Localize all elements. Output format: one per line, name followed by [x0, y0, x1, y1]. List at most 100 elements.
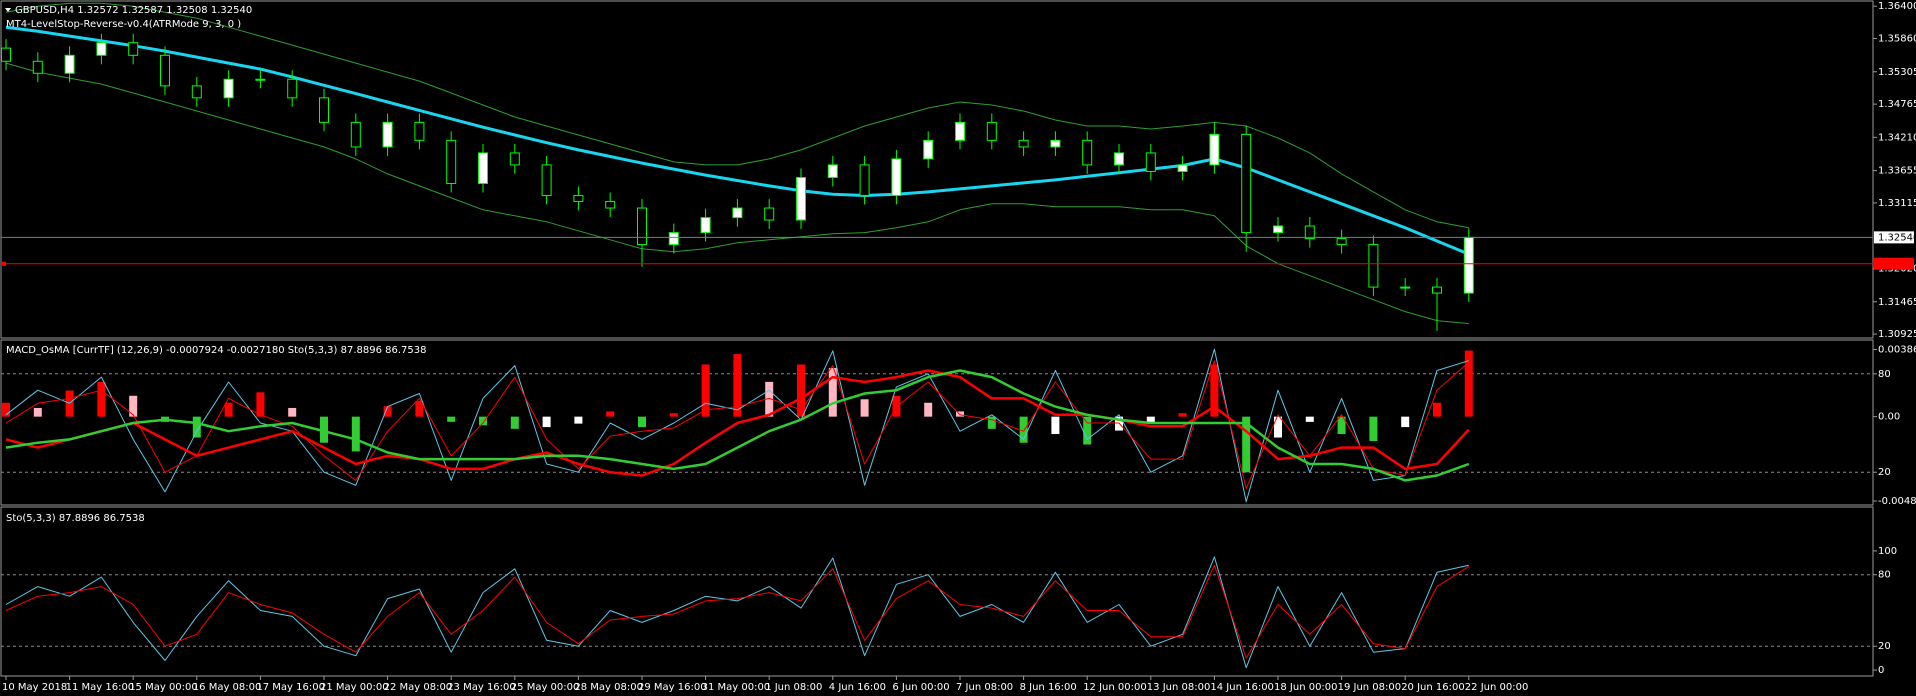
candle-body	[414, 121, 425, 141]
candle-body	[605, 200, 616, 209]
bid-label: 1.32540	[1878, 232, 1916, 243]
candle-body	[1018, 139, 1029, 148]
histogram-bar	[701, 364, 710, 417]
histogram-bar	[224, 402, 233, 417]
overlay-line	[5, 62, 1469, 325]
candle-body	[1273, 225, 1283, 234]
candle-body	[986, 121, 997, 141]
histogram-bar	[192, 416, 201, 438]
signal-line	[5, 369, 1470, 477]
signal-line	[5, 369, 1470, 482]
histogram-bar	[383, 406, 392, 417]
stochastic-line	[5, 564, 1470, 659]
histogram-bar	[129, 395, 138, 417]
histogram-bar	[447, 416, 456, 422]
histogram-bar	[1051, 416, 1060, 435]
y-tick-label: 1.33655	[1878, 166, 1916, 177]
y-tick-label: 1.35305	[1878, 67, 1916, 78]
x-tick-label: 21 May 00:00	[320, 682, 389, 693]
histogram-bar	[1019, 416, 1028, 443]
y-tick-label: 80	[1878, 570, 1891, 581]
x-tick-label: 4 Jun 16:00	[829, 682, 886, 693]
candle-body	[64, 54, 75, 74]
candle-body	[732, 207, 743, 219]
histogram-bar	[510, 416, 519, 429]
y-tick-label: 1.35860	[1878, 34, 1916, 45]
histogram-bar	[733, 354, 742, 417]
histogram-bar	[987, 416, 996, 429]
y-tick-label: 1.31465	[1878, 297, 1916, 308]
histogram-bar	[574, 416, 583, 424]
histogram-bar	[33, 407, 42, 417]
y-tick-label: 0.003862	[1878, 344, 1916, 355]
histogram-bar	[1337, 416, 1346, 435]
candle-body	[478, 152, 488, 184]
candle-body	[700, 217, 711, 234]
x-tick-label: 10 May 2018	[2, 682, 67, 693]
stochastic-plot	[1, 556, 1873, 669]
histogram-bar	[1083, 416, 1092, 445]
candle-body	[1368, 244, 1379, 288]
y-tick-label: 1.34210	[1878, 132, 1916, 143]
histogram-bar	[1274, 416, 1282, 438]
x-tick-label: 20 Jun 16:00	[1401, 682, 1465, 693]
candle-body	[1, 47, 11, 62]
y-tick-label: 1.33115	[1878, 198, 1916, 209]
macd-panel-frame	[0, 339, 1874, 506]
candle-body	[446, 139, 457, 184]
y-tick-label: 80	[1878, 369, 1891, 380]
candle-body	[32, 60, 43, 74]
x-tick-label: 28 May 08:00	[574, 682, 643, 693]
histogram-bar	[1433, 402, 1441, 417]
candle-body	[509, 152, 520, 166]
x-tick-label: 11 May 16:00	[66, 682, 135, 693]
stochastic-header: Sto(5,3,3) 87.8896 86.7538	[6, 513, 145, 524]
x-tick-label: 14 Jun 16:00	[1210, 682, 1274, 693]
candle-body	[1177, 164, 1188, 172]
y-tick-label: 1.34765	[1878, 99, 1916, 110]
histogram-bar	[2, 402, 10, 417]
candle-body	[1114, 152, 1124, 166]
y-tick-label: 20	[1878, 467, 1891, 478]
y-tick-label: 0	[1878, 665, 1884, 676]
macd-header: MACD_OsMA [CurrTF] (12,26,9) -0.0007924 …	[6, 345, 427, 356]
menu-arrow[interactable]	[5, 8, 11, 12]
candle-body	[955, 121, 965, 141]
candle-body	[1241, 133, 1252, 234]
y-tick-label: -0.004851	[1878, 496, 1916, 507]
candle-body	[541, 164, 552, 196]
histogram-bar	[860, 399, 869, 417]
stop-level-label-box	[1874, 257, 1914, 270]
candle-body	[1304, 225, 1315, 240]
overlay-line	[5, 2, 1469, 229]
candle-body	[96, 42, 107, 56]
x-tick-label: 12 Jun 00:00	[1083, 682, 1147, 693]
candle-body	[668, 232, 679, 246]
x-tick-label: 13 Jun 08:00	[1147, 682, 1211, 693]
histogram-bar	[351, 416, 360, 452]
histogram-bar	[1464, 350, 1473, 417]
candle-body	[1209, 133, 1220, 166]
symbol-header: GBPUSD,H4 1.32572 1.32587 1.32508 1.3254…	[15, 5, 252, 16]
candle-body	[764, 207, 775, 221]
indicator-label: MT4-LevelStop-Reverse-v0.4(ATRMode 9, 3,…	[6, 19, 241, 30]
x-tick-label: 18 Jun 00:00	[1274, 682, 1338, 693]
candle-body	[223, 78, 234, 99]
y-tick-label: 20	[1878, 641, 1891, 652]
histogram-bar	[97, 381, 106, 417]
stochastic-panel-frame	[0, 506, 1874, 677]
histogram-bar	[256, 392, 265, 417]
histogram-bar	[1305, 416, 1314, 422]
histogram-bar	[479, 416, 487, 426]
candle-body	[1400, 286, 1411, 289]
main-plot	[1, 2, 1873, 331]
candle-body	[382, 121, 393, 148]
y-tick-label: 100	[1878, 546, 1897, 557]
histogram-bar	[1210, 364, 1219, 417]
candle-body	[1145, 152, 1156, 172]
histogram-bar	[1146, 416, 1155, 424]
histogram-bar	[320, 416, 328, 443]
candle-body	[191, 85, 202, 99]
